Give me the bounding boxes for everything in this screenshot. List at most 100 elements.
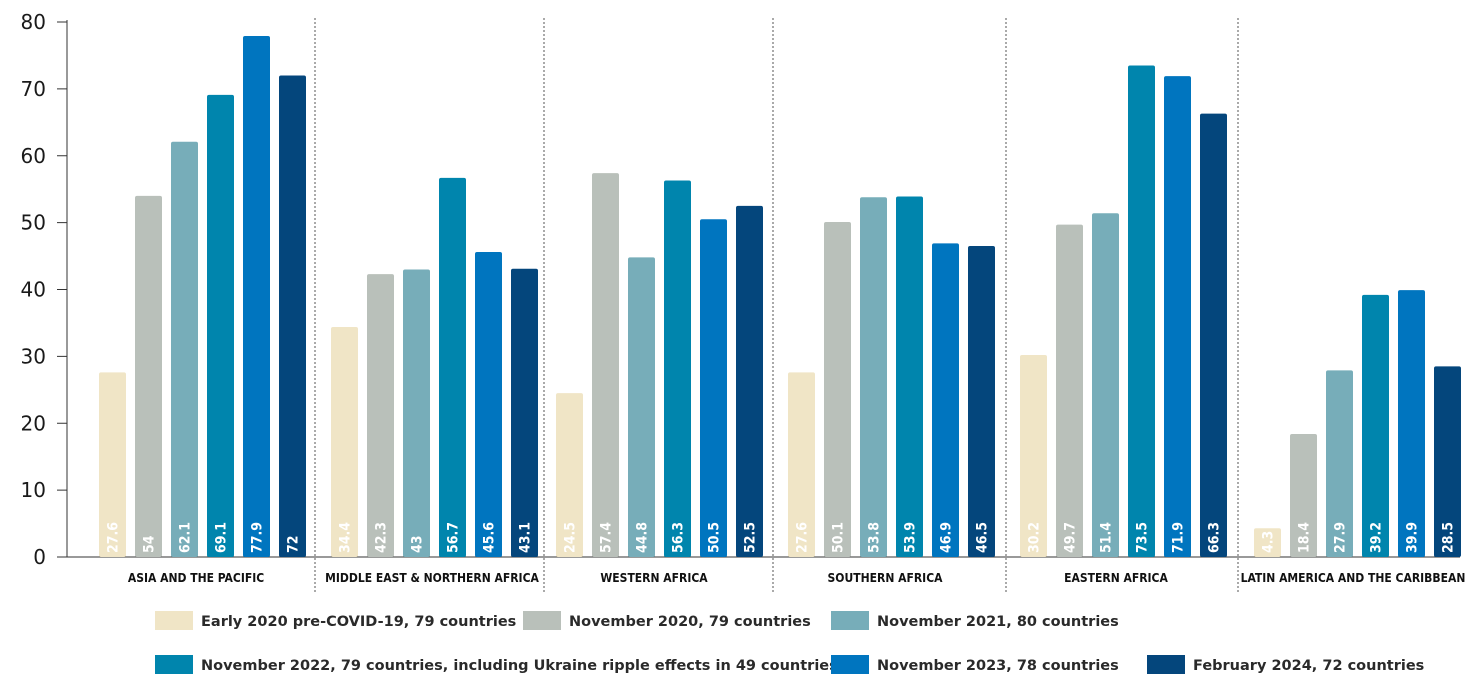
bar <box>896 196 923 557</box>
bar <box>788 372 815 557</box>
bar <box>1200 113 1227 558</box>
bar-value-label: 50.1 <box>831 522 847 553</box>
bar-value-label: 30.2 <box>1027 522 1043 553</box>
legend-label: Early 2020 pre-COVID-19, 79 countries <box>201 614 516 630</box>
bar <box>1056 224 1083 557</box>
y-tick-label: 30 <box>21 344 46 368</box>
bar <box>1362 294 1389 557</box>
bar <box>664 180 691 557</box>
legend-swatch <box>155 611 193 630</box>
legend-swatch <box>831 655 869 674</box>
bar-value-label: 53.9 <box>903 522 919 553</box>
bar <box>331 326 358 557</box>
y-tick-label: 20 <box>21 411 46 435</box>
bar-value-label: 27.9 <box>1333 522 1349 553</box>
legend-swatch <box>831 611 869 630</box>
category-label: WESTERN AFRICA <box>600 571 708 585</box>
bar-value-label: 43 <box>410 535 426 553</box>
bar <box>403 269 430 557</box>
bar-value-label: 51.4 <box>1099 522 1115 553</box>
bar-value-label: 28.5 <box>1441 522 1457 553</box>
bar <box>932 243 959 557</box>
bar <box>243 36 270 557</box>
bar-value-label: 49.7 <box>1063 522 1079 553</box>
legend-label: November 2023, 78 countries <box>877 658 1119 674</box>
bar-value-label: 18.4 <box>1297 522 1313 553</box>
bar <box>1128 65 1155 557</box>
bar <box>367 274 394 557</box>
bar <box>592 173 619 557</box>
y-tick-label: 70 <box>21 77 46 101</box>
bar <box>824 221 851 558</box>
bar-value-label: 39.9 <box>1405 522 1421 553</box>
bar-value-label: 4.3 <box>1261 531 1277 553</box>
bar-value-label: 66.3 <box>1207 522 1223 553</box>
bar-value-label: 46.5 <box>975 522 991 553</box>
bar <box>439 177 466 557</box>
bar-value-label: 52.5 <box>743 522 759 553</box>
bar-value-label: 72 <box>286 535 302 553</box>
bar <box>279 75 306 557</box>
bar-value-label: 57.4 <box>599 522 615 553</box>
bar-value-label: 62.1 <box>178 522 194 553</box>
bar <box>556 393 583 557</box>
bar <box>968 246 995 557</box>
bar <box>1398 290 1425 557</box>
legend-swatch <box>1147 655 1185 674</box>
bar <box>99 372 126 557</box>
bar-value-label: 44.8 <box>635 522 651 553</box>
bar-value-label: 43.1 <box>518 522 534 553</box>
bar-value-label: 69.1 <box>214 522 230 553</box>
bar <box>1434 366 1461 557</box>
bar-value-label: 56.3 <box>671 522 687 553</box>
y-tick-label: 0 <box>33 545 46 569</box>
legend-label: November 2021, 80 countries <box>877 614 1119 630</box>
category-label: EASTERN AFRICA <box>1064 571 1168 585</box>
legend-label: November 2020, 79 countries <box>569 614 811 630</box>
bar <box>475 252 502 558</box>
bar-value-label: 73.5 <box>1135 522 1151 553</box>
bar-value-label: 77.9 <box>250 522 266 553</box>
legend-label: November 2022, 79 countries, including U… <box>201 658 838 674</box>
bar <box>860 197 887 557</box>
bar-value-label: 71.9 <box>1171 522 1187 553</box>
bar <box>171 141 198 558</box>
category-label: ASIA AND THE PACIFIC <box>128 571 264 585</box>
category-label: MIDDLE EAST & NORTHERN AFRICA <box>325 571 539 585</box>
bar-value-label: 27.6 <box>795 522 811 553</box>
legend-swatch <box>155 655 193 674</box>
bar-value-label: 39.2 <box>1369 522 1385 553</box>
legend-label: February 2024, 72 countries <box>1193 658 1424 674</box>
bar-value-label: 24.5 <box>563 522 579 553</box>
y-tick-label: 10 <box>21 478 46 502</box>
y-tick-label: 60 <box>21 144 46 168</box>
y-tick-label: 80 <box>21 10 46 34</box>
bar <box>1092 213 1119 557</box>
bar <box>1164 76 1191 557</box>
bar <box>1326 370 1353 557</box>
bar-value-label: 56.7 <box>446 522 462 553</box>
bar <box>700 219 727 557</box>
y-tick-label: 50 <box>21 211 46 235</box>
bar-value-label: 42.3 <box>374 522 390 553</box>
bar-value-label: 50.5 <box>707 522 723 553</box>
bar-value-label: 34.4 <box>338 522 354 553</box>
bar <box>628 257 655 557</box>
bar <box>135 195 162 557</box>
bar-value-label: 54 <box>142 535 158 553</box>
bar <box>1020 355 1047 557</box>
bar <box>1290 433 1317 557</box>
bar <box>207 94 234 558</box>
bar <box>511 268 538 557</box>
bar <box>736 205 763 557</box>
bar-value-label: 46.9 <box>939 522 955 553</box>
category-label: LATIN AMERICA AND THE CARIBBEAN <box>1241 571 1466 585</box>
legend-swatch <box>523 611 561 630</box>
y-tick-label: 40 <box>21 278 46 302</box>
bar <box>1254 528 1281 557</box>
bar-value-label: 53.8 <box>867 522 883 553</box>
category-label: SOUTHERN AFRICA <box>828 571 944 585</box>
bar-value-label: 45.6 <box>482 522 498 553</box>
bar-value-label: 27.6 <box>106 522 122 553</box>
